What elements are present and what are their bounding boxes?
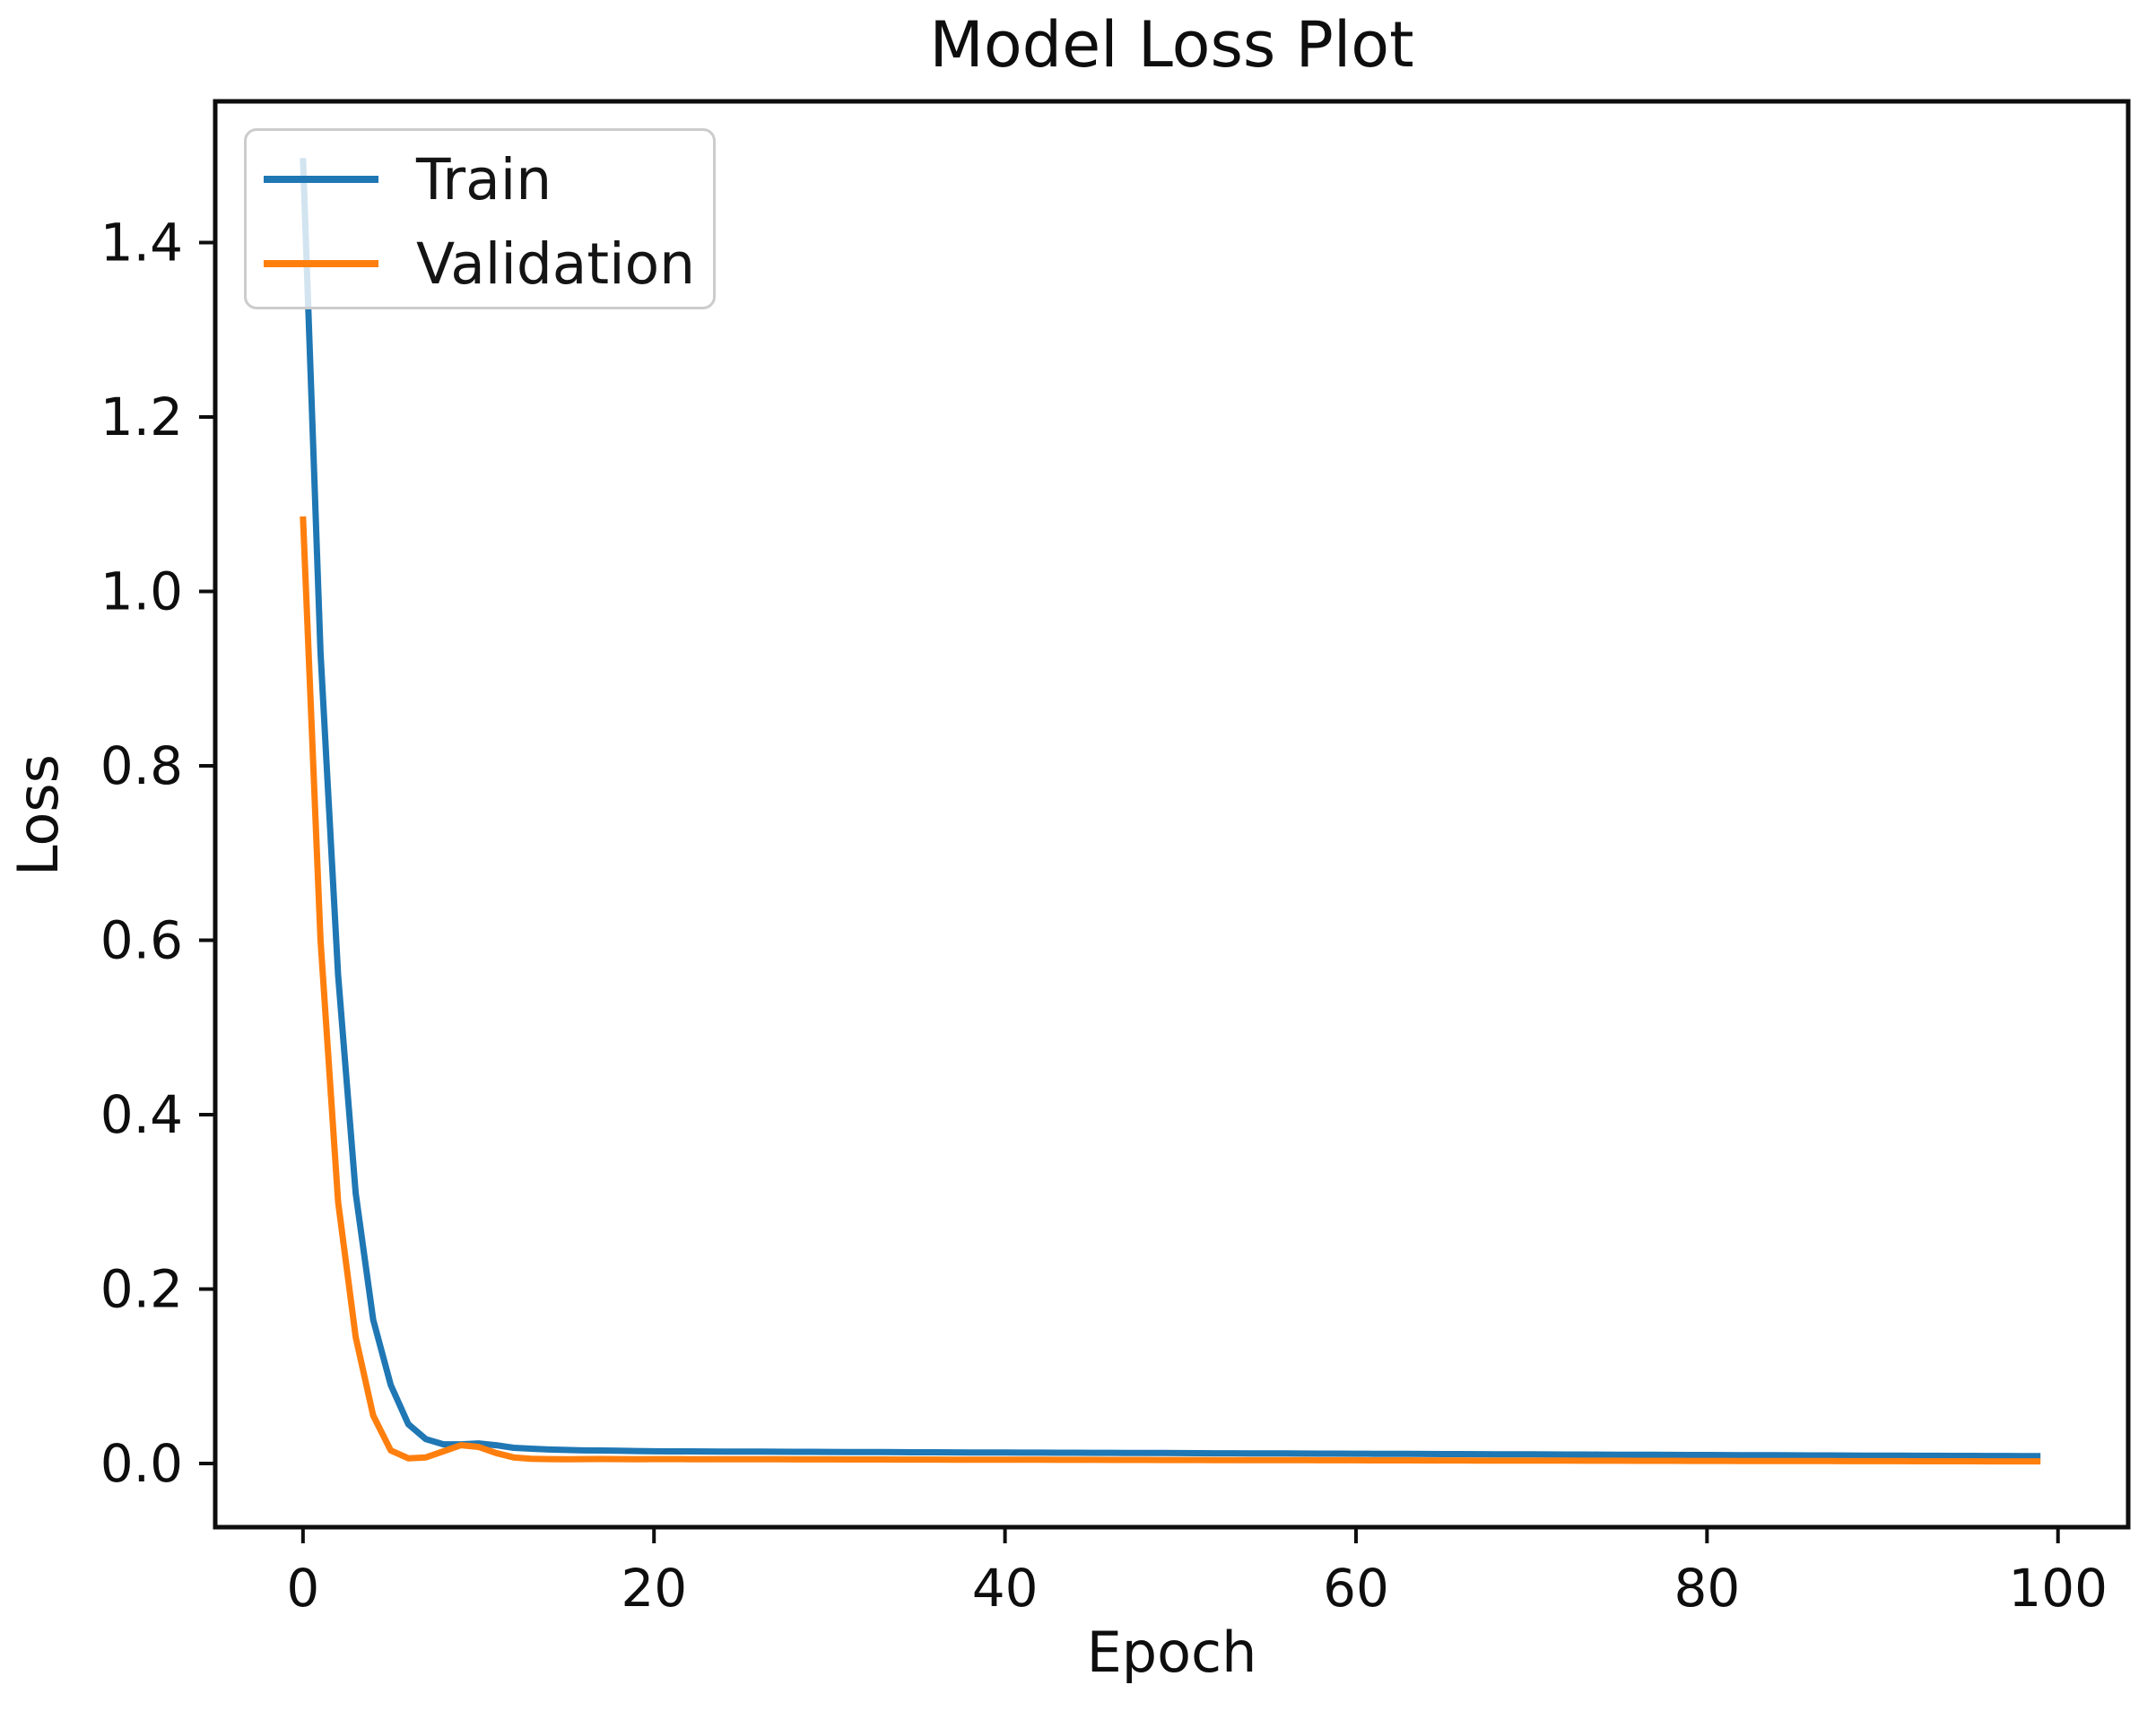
legend: Train Validation bbox=[244, 128, 716, 309]
x-tick-label: 20 bbox=[621, 1558, 687, 1619]
y-tick-label: 0.6 bbox=[100, 910, 183, 971]
y-tick-label: 1.2 bbox=[100, 386, 183, 447]
validation-line bbox=[300, 516, 2041, 1465]
y-axis-label: Loss bbox=[5, 754, 71, 876]
legend-item-validation: Validation bbox=[247, 221, 713, 306]
x-tick-label: 80 bbox=[1674, 1558, 1740, 1619]
y-tick-label: 1.0 bbox=[100, 561, 183, 622]
y-tick-label: 1.4 bbox=[100, 213, 183, 274]
legend-label-validation: Validation bbox=[416, 230, 696, 297]
y-tick-label: 0.2 bbox=[100, 1259, 183, 1320]
x-tick-label: 100 bbox=[2008, 1558, 2108, 1619]
train-line bbox=[300, 158, 2041, 1460]
axes-spines bbox=[213, 99, 2131, 1530]
x-tick-label: 0 bbox=[286, 1558, 319, 1619]
x-tick-label: 60 bbox=[1323, 1558, 1389, 1619]
y-tick-label: 0.0 bbox=[100, 1433, 183, 1494]
legend-item-train: Train bbox=[247, 137, 713, 221]
y-tick-label: 0.8 bbox=[100, 735, 183, 796]
chart-title: Model Loss Plot bbox=[929, 8, 1414, 82]
x-tick-label: 40 bbox=[972, 1558, 1039, 1619]
y-tick-label: 0.4 bbox=[100, 1084, 183, 1145]
validation-line-swatch bbox=[264, 260, 378, 267]
x-axis-label: Epoch bbox=[1086, 1620, 1257, 1685]
train-line-swatch bbox=[264, 176, 378, 183]
legend-label-train: Train bbox=[416, 146, 552, 213]
